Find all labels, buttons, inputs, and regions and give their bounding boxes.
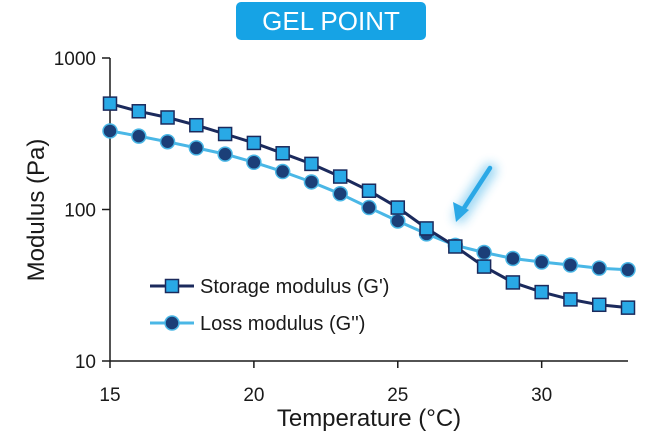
data-point-square	[217, 126, 233, 142]
data-point-square	[131, 104, 147, 119]
arrow-shaft	[461, 165, 493, 211]
data-point-circle	[188, 140, 205, 156]
data-point-circle	[533, 254, 550, 270]
series-storage-modulus	[102, 96, 636, 315]
title-badge-background	[236, 2, 426, 40]
legend-marker-square	[164, 278, 180, 294]
series-layer	[102, 96, 636, 315]
data-point-square	[304, 156, 319, 172]
data-point-square	[505, 275, 521, 290]
data-point-square	[419, 221, 434, 236]
data-point-circle	[217, 146, 233, 162]
y-axis-ticks: 10 100 1000	[54, 49, 110, 373]
legend-label: Loss modulus (G'')	[200, 313, 365, 335]
legend-label: Storage modulus (G')	[200, 276, 389, 298]
y-tick-label: 10	[75, 352, 96, 373]
data-point-square	[160, 110, 175, 125]
data-point-square	[448, 239, 463, 254]
data-point-square	[246, 135, 262, 151]
x-tick-label: 20	[243, 385, 264, 406]
data-point-square	[591, 297, 607, 313]
data-point-circle	[591, 260, 607, 276]
legend-item-storage-modulus: Storage modulus (G')	[150, 276, 389, 298]
legend: Storage modulus (G') Loss modulus (G'')	[150, 276, 389, 335]
gel-point-arrow-icon	[453, 163, 497, 223]
y-tick-label: 1000	[54, 49, 96, 70]
series-loss-modulus	[102, 123, 636, 278]
data-point-square	[102, 96, 118, 111]
data-point-square	[361, 183, 377, 198]
x-tick-label: 30	[531, 385, 552, 406]
x-axis-title: Temperature (°C)	[277, 405, 461, 432]
data-point-square	[189, 117, 204, 133]
data-point-circle	[102, 123, 118, 139]
data-point-circle	[505, 250, 521, 267]
data-point-circle	[562, 257, 579, 273]
chart-title: GEL POINT	[262, 6, 400, 36]
data-point-square	[390, 200, 406, 215]
data-point-square	[563, 292, 578, 307]
data-point-square	[332, 169, 348, 184]
legend-item-loss-modulus: Loss modulus (G'')	[150, 313, 365, 335]
title-badge: GEL POINT	[236, 2, 426, 40]
x-tick-label: 25	[387, 385, 408, 406]
data-point-circle	[390, 213, 406, 229]
y-tick-label: 100	[64, 201, 96, 222]
data-point-square	[275, 146, 290, 161]
legend-marker-circle	[164, 315, 180, 331]
data-point-square	[534, 284, 549, 300]
arrow-head	[453, 202, 469, 222]
data-point-circle	[246, 154, 262, 171]
data-point-circle	[620, 262, 636, 278]
data-point-square	[620, 300, 636, 315]
x-tick-label: 15	[99, 385, 120, 406]
data-point-circle	[274, 163, 291, 180]
y-axis-title: Modulus (Pa)	[23, 139, 50, 282]
data-point-circle	[332, 186, 348, 202]
x-axis-ticks: 15 20 25 30	[99, 361, 552, 406]
data-point-square	[476, 259, 492, 274]
data-point-circle	[361, 199, 377, 216]
data-point-circle	[303, 174, 320, 190]
data-point-circle	[476, 244, 492, 261]
data-point-circle	[131, 128, 147, 144]
data-point-circle	[159, 134, 176, 150]
